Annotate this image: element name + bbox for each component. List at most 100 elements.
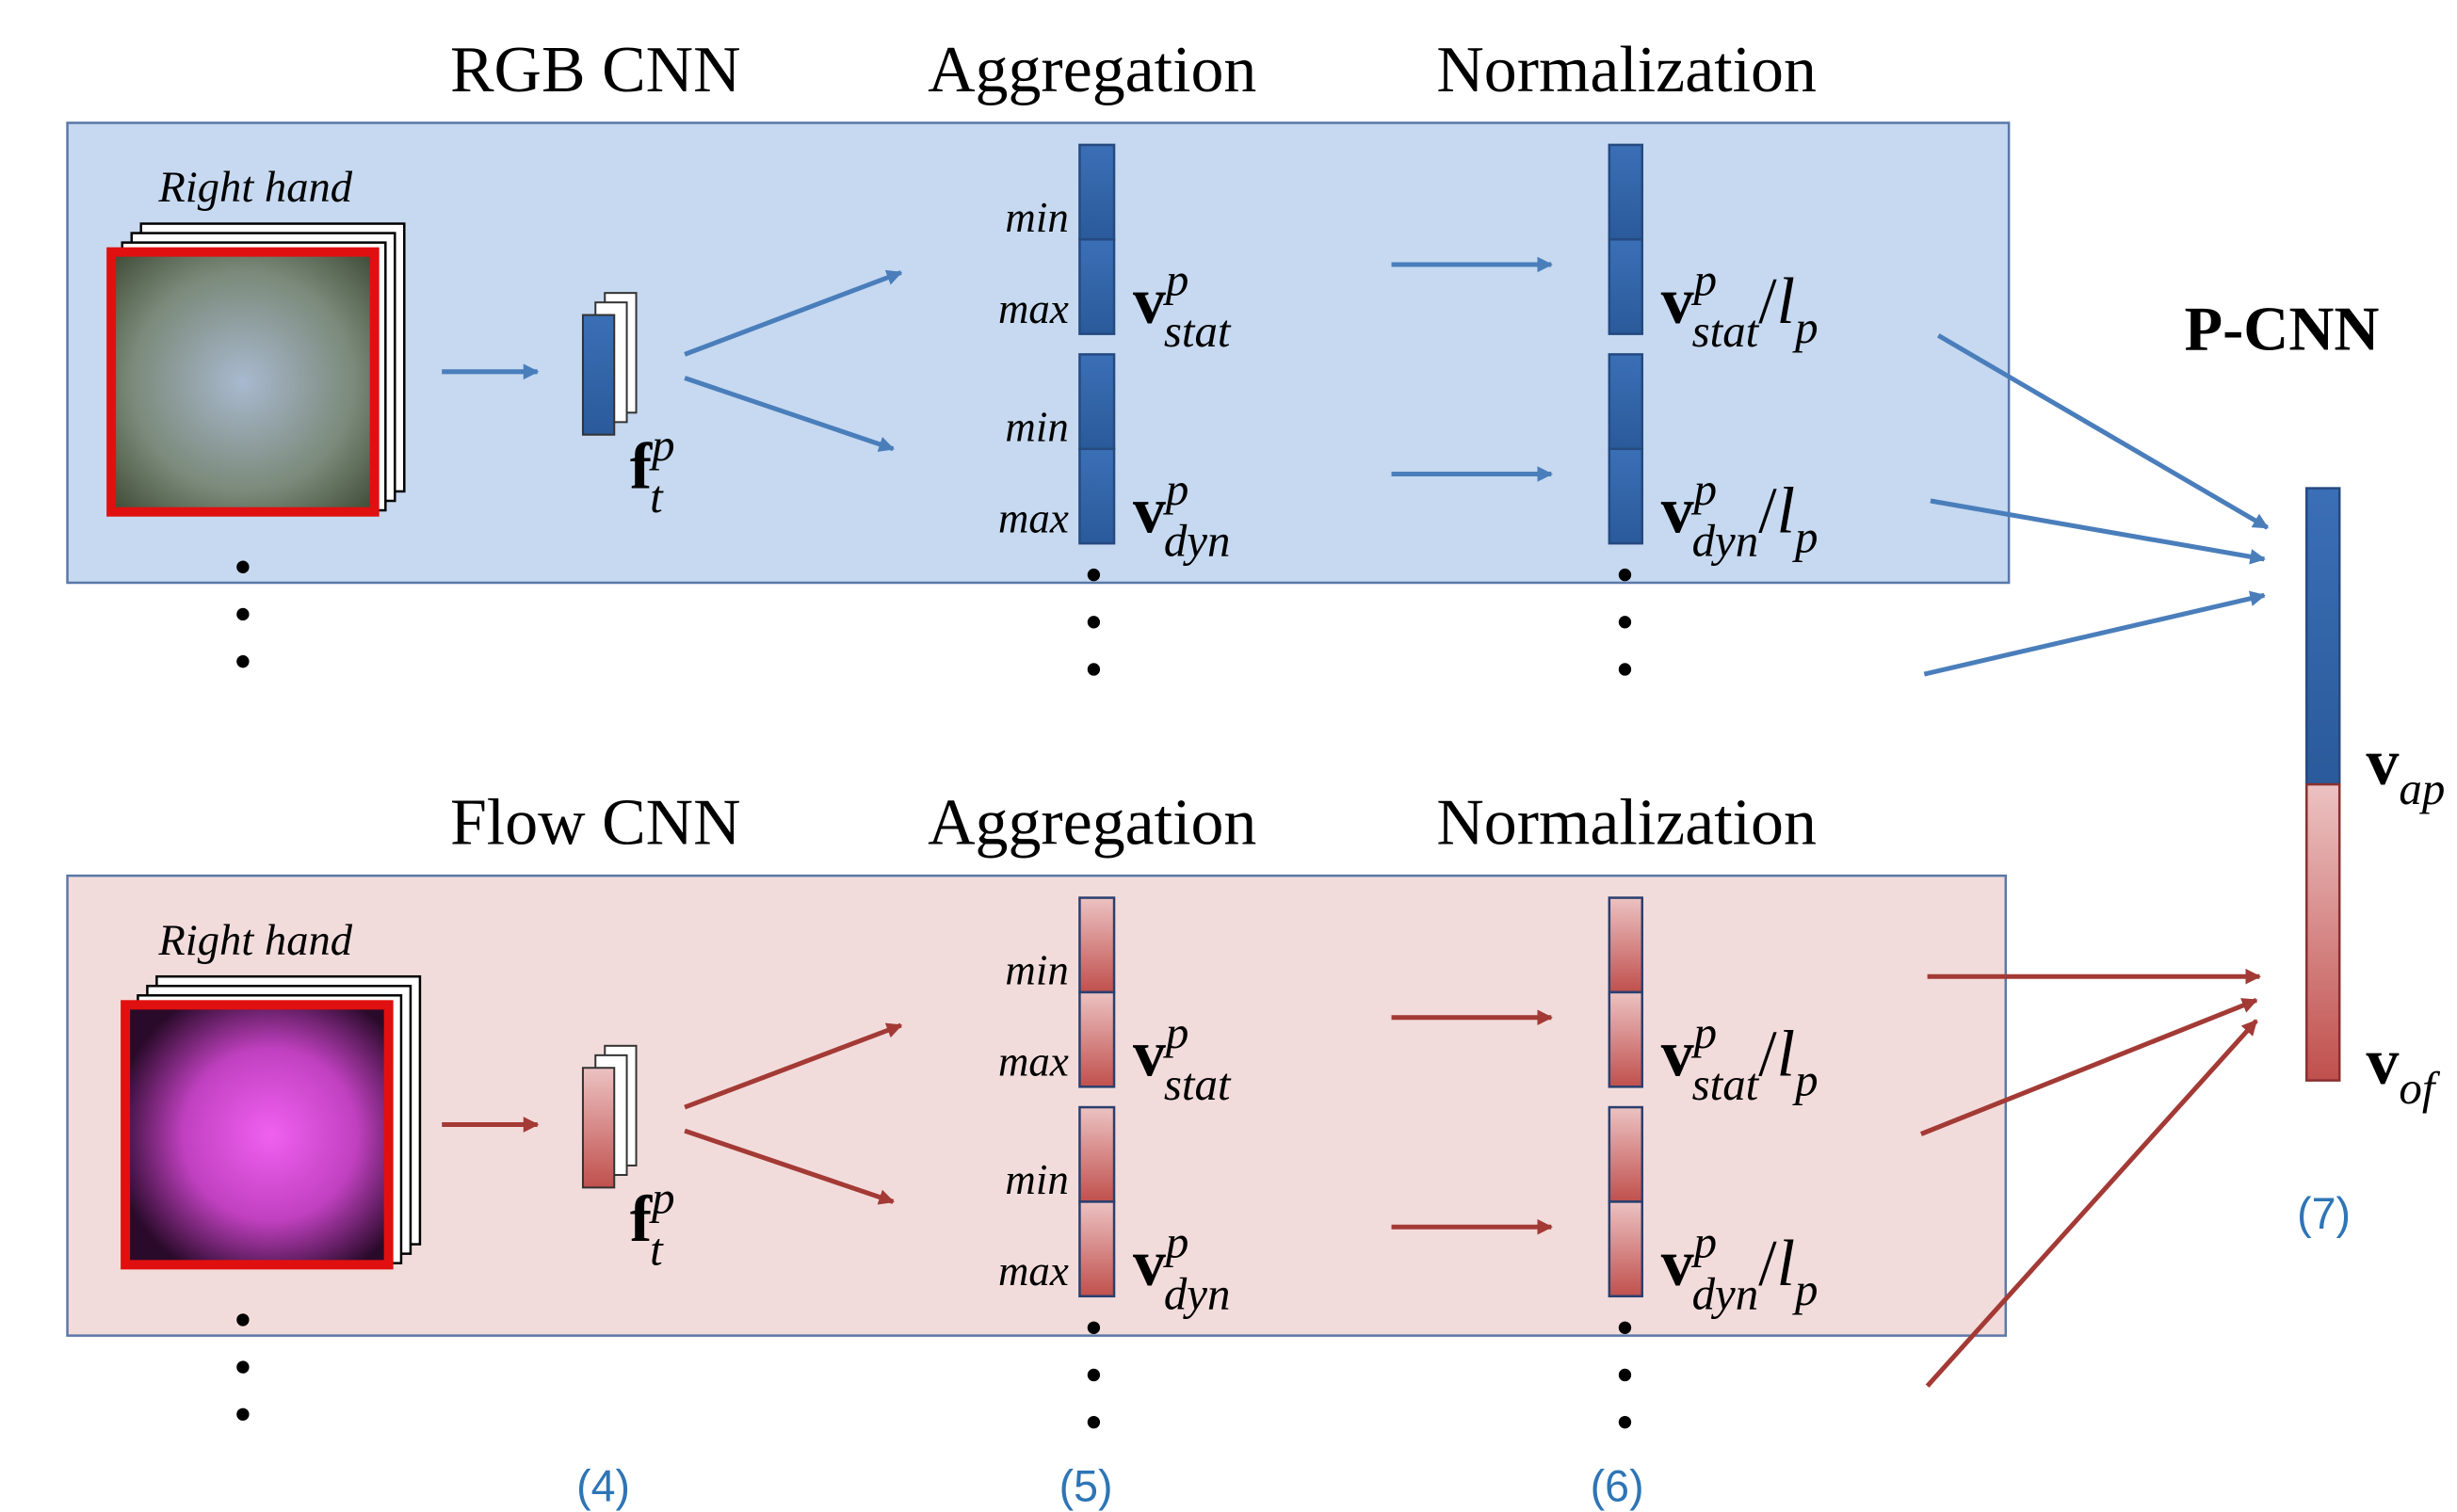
norm-bar xyxy=(1609,1201,1642,1295)
math-part: l xyxy=(1777,265,1795,338)
math-part: v xyxy=(1133,265,1167,338)
ellipsis-dot xyxy=(1088,569,1100,581)
math-part: p xyxy=(1792,1054,1818,1106)
pool-label: min xyxy=(1005,946,1068,993)
math-part: dyn xyxy=(1692,1267,1759,1319)
math-part: p xyxy=(1163,1215,1188,1267)
ellipsis-dot xyxy=(236,655,249,668)
math-part: stat xyxy=(1164,1058,1232,1110)
pool-label: max xyxy=(998,494,1069,541)
norm-bar xyxy=(1609,239,1642,333)
math-part: dyn xyxy=(1692,515,1759,567)
stage-title: Aggregation xyxy=(928,787,1256,860)
math-part: / xyxy=(1758,1018,1777,1090)
math-part: v xyxy=(2366,727,2400,799)
pool-label: min xyxy=(1005,1156,1068,1203)
p-cnn-bar-app xyxy=(2306,489,2339,785)
pool-bar-max xyxy=(1079,239,1114,333)
math-part: v xyxy=(1661,1228,1695,1300)
feature-map xyxy=(583,1068,614,1187)
ellipsis-dot xyxy=(1619,569,1631,581)
pool-label: max xyxy=(998,1037,1069,1085)
math-part: v xyxy=(1133,475,1167,547)
math-part: dyn xyxy=(1164,1267,1231,1319)
pool-label: min xyxy=(1005,194,1068,241)
math-part: p xyxy=(1691,1006,1717,1058)
pool-bar-max xyxy=(1079,1201,1114,1295)
pool-bar-min xyxy=(1079,354,1114,448)
math-part: stat xyxy=(1692,1058,1760,1110)
math-part: p xyxy=(649,419,674,471)
ellipsis-dot xyxy=(236,1408,249,1421)
ellipsis-dot xyxy=(1619,1369,1631,1381)
ellipsis-dot xyxy=(1088,663,1100,675)
p-cnn-part-label: vap xyxy=(2366,727,2445,814)
diagram: RGB CNN Aggregation Normalization Right han… xyxy=(0,0,2457,1512)
pool-bar-max xyxy=(1079,992,1114,1086)
math-part: l xyxy=(1777,1228,1795,1300)
pool-bar-max xyxy=(1079,449,1114,543)
math-part: p xyxy=(1691,463,1717,515)
equation-ref: (6) xyxy=(1591,1461,1644,1510)
norm-bar xyxy=(1609,354,1642,448)
math-part: p xyxy=(1163,253,1188,305)
math-part: / xyxy=(1758,1228,1777,1300)
equation-ref: (7) xyxy=(2297,1189,2351,1238)
math-part: v xyxy=(2366,1026,2400,1099)
pool-bar-min xyxy=(1079,1107,1114,1201)
equation-ref: (4) xyxy=(576,1461,630,1510)
ellipsis-dot xyxy=(1088,1416,1100,1428)
pool-label: max xyxy=(998,285,1069,332)
ellipsis-dot xyxy=(236,608,249,620)
input-label: Right hand xyxy=(157,916,352,965)
norm-bar xyxy=(1609,449,1642,543)
equation-ref: (5) xyxy=(1059,1461,1113,1510)
math-part: p xyxy=(1163,463,1188,515)
norm-bar xyxy=(1609,1107,1642,1201)
input-frame xyxy=(111,252,375,512)
ellipsis-dot xyxy=(1088,1322,1100,1334)
stage-title: RGB CNN xyxy=(450,34,741,106)
math-part: p xyxy=(1792,301,1818,353)
math-part: l xyxy=(1777,475,1795,547)
math-part: dyn xyxy=(1164,515,1231,567)
input-label: Right hand xyxy=(157,163,352,212)
math-part: p xyxy=(1691,253,1717,305)
ellipsis-dot xyxy=(1088,1369,1100,1381)
feature-map xyxy=(583,315,614,435)
math-part: p xyxy=(1163,1006,1188,1058)
math-part: t xyxy=(650,1223,664,1275)
ellipsis-dot xyxy=(236,1313,249,1326)
ellipsis-dot xyxy=(1619,616,1631,628)
math-part: p xyxy=(1691,1215,1717,1267)
math-part: stat xyxy=(1692,305,1760,357)
p-cnn-bar-flow xyxy=(2306,784,2339,1081)
ellipsis-dot xyxy=(1619,663,1631,675)
input-frame xyxy=(125,1005,389,1264)
math-part: t xyxy=(650,471,664,523)
math-part: p xyxy=(1792,510,1818,562)
stage-title: Flow CNN xyxy=(450,787,741,860)
pool-bar-min xyxy=(1079,145,1114,239)
math-part: / xyxy=(1758,265,1777,338)
stage-title: Normalization xyxy=(1436,787,1817,860)
p-cnn-part-label: vof xyxy=(2366,1026,2440,1114)
math-part: l xyxy=(1777,1018,1795,1090)
math-part: p xyxy=(1792,1263,1818,1315)
norm-bar xyxy=(1609,898,1642,992)
arrow xyxy=(1924,595,2264,674)
pool-label: max xyxy=(998,1247,1069,1295)
math-part: / xyxy=(1758,475,1777,547)
math-part: stat xyxy=(1164,305,1232,357)
pool-label: min xyxy=(1005,403,1068,450)
math-part: of xyxy=(2399,1062,2440,1114)
stage-title: Aggregation xyxy=(928,34,1256,106)
ellipsis-dot xyxy=(236,561,249,573)
norm-bar xyxy=(1609,992,1642,1086)
math-part: p xyxy=(649,1172,674,1224)
pool-bar-min xyxy=(1079,898,1114,992)
math-part: v xyxy=(1133,1018,1167,1090)
ellipsis-dot xyxy=(1088,616,1100,628)
math-part: v xyxy=(1661,265,1695,338)
p-cnn-title: P-CNN xyxy=(2184,295,2379,363)
